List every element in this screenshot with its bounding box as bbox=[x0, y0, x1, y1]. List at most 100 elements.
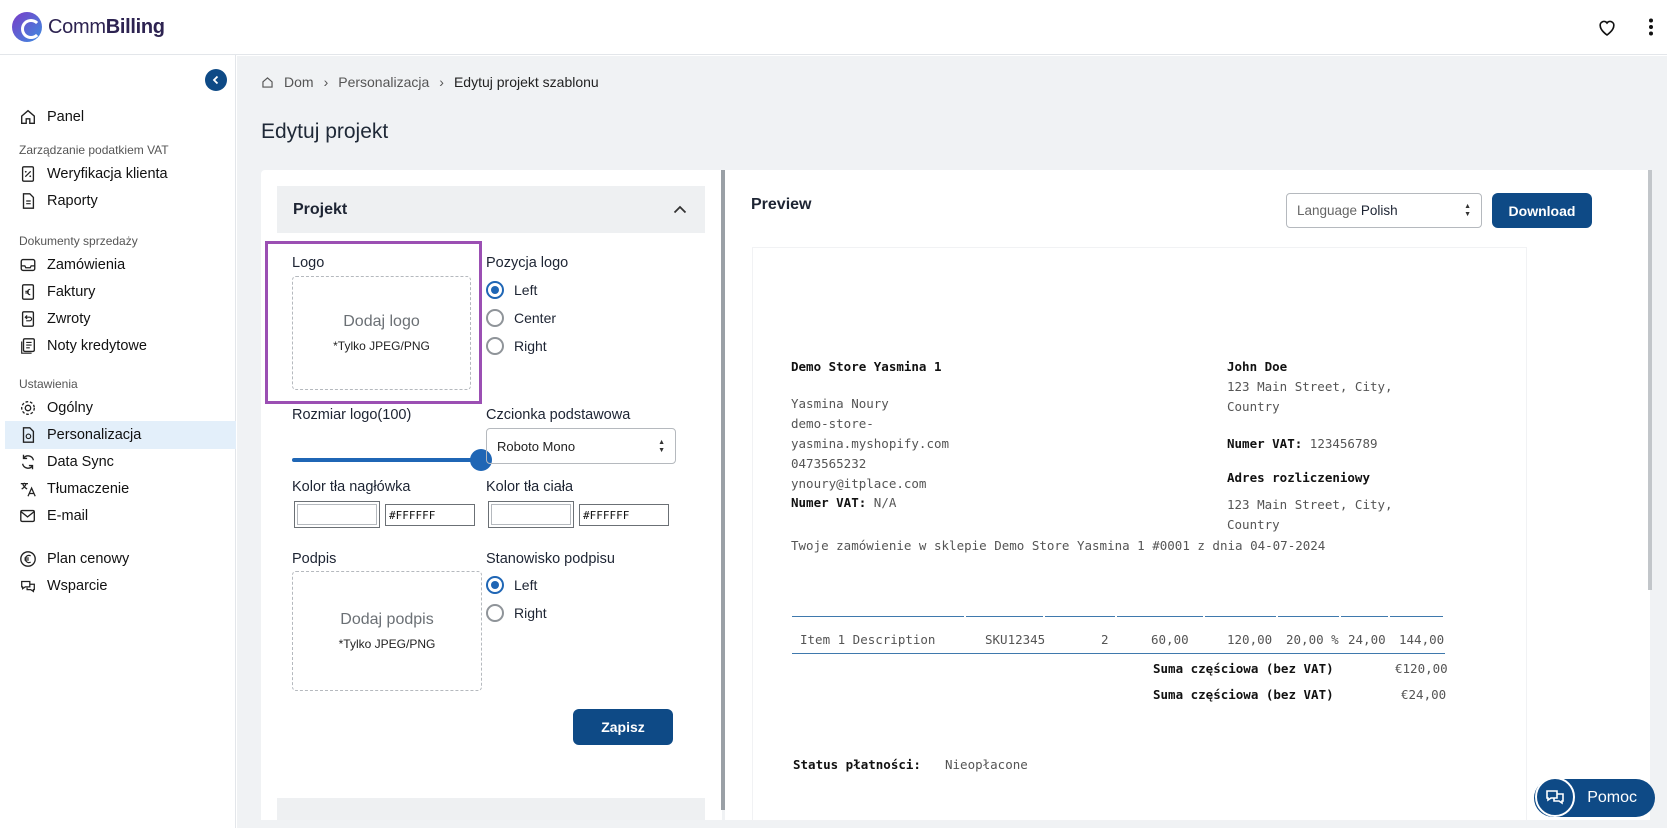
radio-logo-left[interactable]: Left bbox=[486, 281, 537, 299]
customer-address-2: Country bbox=[1227, 399, 1280, 414]
download-button[interactable]: Download bbox=[1492, 193, 1592, 228]
item-vat: 24,00 bbox=[1348, 632, 1386, 647]
preview-title: Preview bbox=[751, 196, 812, 213]
header-bg-color-swatch[interactable] bbox=[294, 501, 380, 528]
heart-icon[interactable] bbox=[1596, 16, 1618, 38]
sidebar-item-pricing-plan[interactable]: Plan cenowy bbox=[5, 545, 236, 573]
sidebar-item-personalization[interactable]: Personalizacja bbox=[5, 421, 236, 449]
select-arrows-icon: ▲ ▼ bbox=[1464, 203, 1471, 218]
mail-icon bbox=[20, 509, 35, 523]
sidebar-item-credit-notes[interactable]: Noty kredytowe bbox=[5, 332, 236, 360]
logo-size-slider-track[interactable] bbox=[292, 458, 482, 462]
radio-circle bbox=[486, 604, 504, 622]
radio-label: Left bbox=[514, 282, 538, 298]
table-top-line bbox=[1341, 616, 1388, 617]
save-button[interactable]: Zapisz bbox=[573, 709, 673, 745]
project-accordion-header[interactable]: Projekt bbox=[277, 186, 705, 233]
more-vertical-icon[interactable] bbox=[1640, 16, 1662, 38]
language-select[interactable]: Language Polish ▲ ▼ bbox=[1286, 193, 1482, 228]
sidebar-item-general[interactable]: Ogólny bbox=[5, 394, 236, 422]
logo-dropzone[interactable]: Dodaj logo *Tylko JPEG/PNG bbox=[292, 276, 471, 390]
sidebar-item-label: Faktury bbox=[47, 284, 96, 300]
payment-status-value: Nieopłacone bbox=[945, 757, 1028, 772]
sidebar-item-translation[interactable]: Tłumaczenie bbox=[5, 475, 236, 503]
sidebar-item-data-sync[interactable]: Data Sync bbox=[5, 448, 236, 476]
notes-icon bbox=[21, 338, 35, 354]
radio-signature-left[interactable]: Left bbox=[486, 576, 537, 594]
payment-status-label: Status płatności: bbox=[793, 757, 921, 772]
radio-logo-right[interactable]: Right bbox=[486, 337, 547, 355]
item-net: 120,00 bbox=[1227, 632, 1273, 647]
body-bg-label: Kolor tła ciała bbox=[486, 479, 574, 495]
table-top-line bbox=[1117, 616, 1203, 617]
collapse-sidebar-button[interactable] bbox=[205, 69, 227, 91]
top-bar: CommBilling bbox=[0, 0, 1667, 55]
item-unit-price: 60,00 bbox=[1151, 632, 1189, 647]
font-label: Czcionka podstawowa bbox=[486, 407, 631, 423]
body-bg-color-swatch[interactable] bbox=[488, 501, 574, 528]
preview-scrollbar[interactable] bbox=[1648, 170, 1652, 590]
breadcrumb-personalization[interactable]: Personalizacja bbox=[338, 74, 430, 90]
chevron-up-icon bbox=[673, 205, 687, 214]
sidebar-item-label: Zamówienia bbox=[47, 257, 126, 273]
logo-drop-text: Dodaj logo bbox=[343, 313, 420, 330]
help-label: Pomoc bbox=[1587, 789, 1637, 806]
section-label-settings: Ustawienia bbox=[19, 377, 78, 391]
billing-address-title: Adres rozliczeniowy bbox=[1227, 470, 1370, 485]
sidebar-item-label: Weryfikacja klienta bbox=[47, 166, 168, 182]
home-icon bbox=[262, 76, 273, 88]
store-line: yasmina.myshopify.com bbox=[791, 436, 950, 451]
customer-vat: Numer VAT: 123456789 bbox=[1227, 436, 1378, 451]
store-line: demo-store- bbox=[791, 416, 874, 431]
store-line: Yasmina Noury bbox=[791, 396, 889, 411]
sidebar-item-panel[interactable]: Panel bbox=[5, 103, 236, 131]
sidebar-item-returns[interactable]: Zwroty bbox=[5, 305, 236, 333]
sidebar-item-email[interactable]: E-mail bbox=[5, 502, 236, 530]
sidebar-item-label: Personalizacja bbox=[47, 427, 142, 443]
logo-position-label: Pozycja logo bbox=[486, 255, 569, 271]
store-line: 0473565232 bbox=[791, 456, 867, 471]
body-bg-hex-input[interactable]: #FFFFFF bbox=[579, 504, 669, 526]
item-vat-rate: 20,00 % bbox=[1286, 632, 1339, 647]
app-logo[interactable]: CommBilling bbox=[12, 12, 165, 42]
subtotal-label: Suma częściowa (bez VAT) bbox=[1153, 687, 1334, 702]
percent-doc-icon bbox=[21, 166, 35, 182]
sidebar-item-customer-verification[interactable]: Weryfikacja klienta bbox=[5, 160, 236, 188]
chevron-left-icon bbox=[212, 75, 219, 85]
chat-bubbles-icon[interactable] bbox=[1535, 777, 1575, 817]
sidebar-item-label: E-mail bbox=[47, 508, 89, 524]
signature-dropzone[interactable]: Dodaj podpis *Tylko JPEG/PNG bbox=[292, 571, 482, 691]
sidebar-item-support[interactable]: Wsparcie bbox=[5, 572, 236, 600]
store-vat-value: N/A bbox=[873, 495, 897, 510]
chevron-right-icon: › bbox=[439, 74, 444, 90]
font-select[interactable]: Roboto Mono ▲ ▼ bbox=[486, 428, 676, 464]
euro-circle-icon bbox=[20, 551, 36, 567]
sidebar-item-invoices[interactable]: Faktury bbox=[5, 278, 236, 306]
main-content: Dom › Personalizacja › Edytuj projekt sz… bbox=[237, 56, 1667, 828]
table-top-line bbox=[1205, 616, 1276, 617]
left-panel-scrollbar[interactable] bbox=[721, 170, 725, 810]
breadcrumb-home[interactable]: Dom bbox=[284, 74, 314, 90]
radio-circle bbox=[486, 337, 504, 355]
header-bg-label: Kolor tła nagłówka bbox=[292, 479, 411, 495]
header-bg-hex-input[interactable]: #FFFFFF bbox=[385, 504, 475, 526]
next-accordion-header[interactable] bbox=[277, 798, 705, 820]
table-top-line bbox=[966, 616, 1043, 617]
radio-logo-center[interactable]: Center bbox=[486, 309, 556, 327]
breadcrumb-current: Edytuj projekt szablonu bbox=[453, 74, 599, 90]
invoice-preview-document: Demo Store Yasmina 1 Yasmina Noury demo-… bbox=[753, 248, 1526, 820]
logo-field-highlight bbox=[265, 241, 482, 404]
customize-icon bbox=[22, 427, 35, 443]
radio-signature-right[interactable]: Right bbox=[486, 604, 547, 622]
item-qty: 2 bbox=[1101, 632, 1109, 647]
sidebar-item-reports[interactable]: Raporty bbox=[5, 187, 236, 215]
sidebar-item-label: Noty kredytowe bbox=[47, 338, 147, 354]
sidebar-item-label: Ogólny bbox=[47, 400, 93, 416]
table-bottom-line bbox=[792, 653, 1445, 654]
customer-name: John Doe bbox=[1227, 359, 1288, 374]
section-label-vat: Zarządzanie podatkiem VAT bbox=[19, 143, 169, 157]
store-line: ynoury@itplace.com bbox=[791, 476, 927, 491]
select-arrows-icon: ▲ ▼ bbox=[658, 438, 665, 454]
billing-address-1: 123 Main Street, City, bbox=[1227, 497, 1393, 512]
sidebar-item-orders[interactable]: Zamówienia bbox=[5, 251, 236, 279]
